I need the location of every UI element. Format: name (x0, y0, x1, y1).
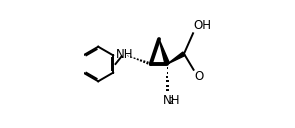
Text: NH: NH (116, 48, 133, 61)
Text: OH: OH (194, 19, 212, 32)
Text: NH: NH (163, 94, 180, 107)
Polygon shape (159, 39, 170, 65)
Text: O: O (194, 70, 203, 83)
Text: $\mathregular{_2}$: $\mathregular{_2}$ (168, 94, 175, 107)
Polygon shape (167, 52, 185, 64)
